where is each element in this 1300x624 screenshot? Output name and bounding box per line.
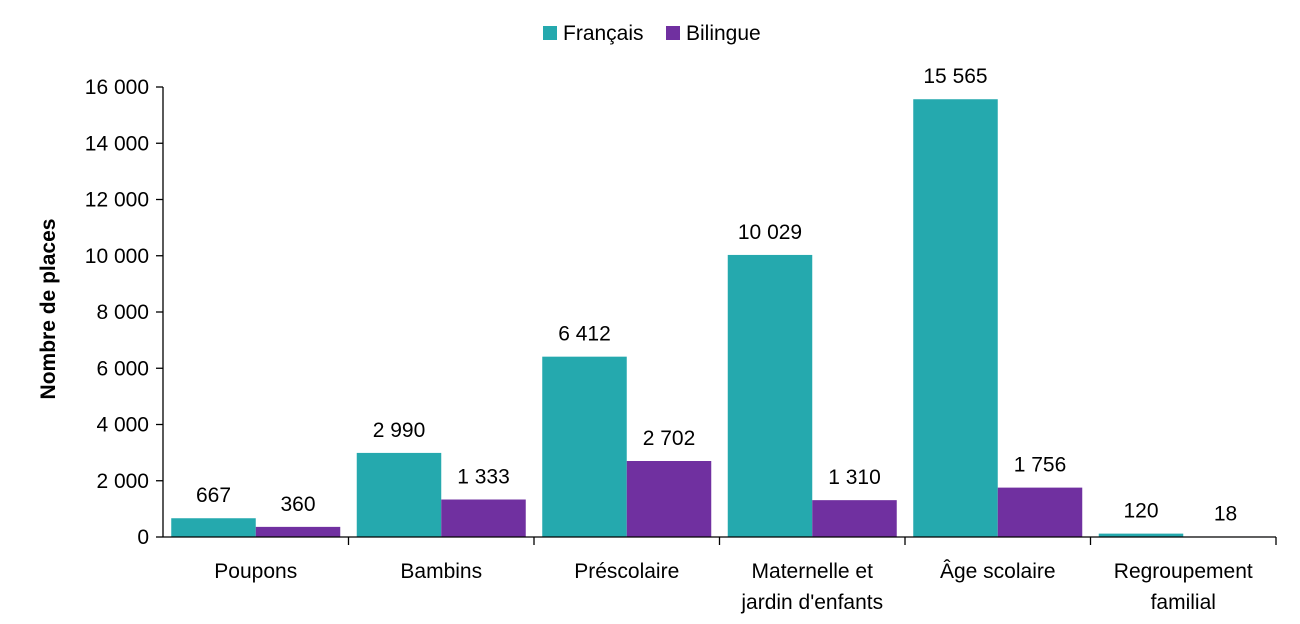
data-labels: 667 360 2 990 1 333 6 412 2 702 10 029 1 310 15 … xyxy=(196,65,1237,525)
bar-bilingue xyxy=(812,500,897,537)
y-tick-label: 12 000 xyxy=(85,189,149,212)
x-category-label: Bambins xyxy=(400,560,482,583)
x-category-label: jardin d'enfants xyxy=(740,591,883,614)
y-tick-label: 16 000 xyxy=(85,76,149,99)
bar-bilingue xyxy=(626,461,712,537)
y-tick-label: 6 000 xyxy=(96,357,149,380)
bar-francais xyxy=(1098,533,1184,537)
legend-label: Bilingue xyxy=(686,22,761,45)
x-category-label: Poupons xyxy=(214,560,297,583)
bar-francais xyxy=(913,99,998,537)
x-category-label: Regroupement xyxy=(1114,560,1253,583)
data-label: 2 702 xyxy=(643,427,696,450)
bar-bilingue xyxy=(255,526,341,537)
bar-francais xyxy=(356,452,442,537)
data-label: 1 756 xyxy=(1014,454,1067,477)
data-label: 2 990 xyxy=(373,419,426,442)
x-category-label: Maternelle et xyxy=(752,560,874,583)
legend: Français Bilingue xyxy=(543,22,761,45)
legend-swatch xyxy=(543,26,557,40)
legend-label: Français xyxy=(563,22,644,45)
data-label: 120 xyxy=(1123,500,1158,523)
legend-swatch xyxy=(666,26,680,40)
x-category-label: Âge scolaire xyxy=(940,560,1056,583)
x-axis: Poupons Bambins Préscolaire Maternelle et ja… xyxy=(163,536,1277,614)
y-tick-label: 4 000 xyxy=(96,414,149,437)
bar-bilingue xyxy=(997,487,1083,537)
data-label: 360 xyxy=(280,493,315,516)
y-tick-label: 10 000 xyxy=(85,245,149,268)
y-tick-label: 0 xyxy=(137,526,149,549)
data-label: 667 xyxy=(196,484,231,507)
y-tick-label: 2 000 xyxy=(96,470,149,493)
y-axis: 0 2 000 4 000 6 000 8 000 10 000 12 000 14 000 1… xyxy=(85,76,164,549)
bar-francais xyxy=(542,356,627,537)
data-label: 18 xyxy=(1214,502,1237,525)
bar-bilingue xyxy=(441,499,526,537)
x-category-label: Préscolaire xyxy=(574,560,679,583)
y-tick-label: 8 000 xyxy=(96,301,149,324)
data-label: 6 412 xyxy=(558,323,611,346)
data-label: 15 565 xyxy=(923,65,987,88)
bar-francais xyxy=(171,518,256,537)
x-category-label: familial xyxy=(1151,591,1216,614)
y-axis-title: Nombre de places xyxy=(37,219,60,400)
bars xyxy=(171,99,1268,537)
data-label: 1 310 xyxy=(828,466,881,489)
bar-francais xyxy=(727,254,813,537)
data-label: 1 333 xyxy=(457,466,510,489)
data-label: 10 029 xyxy=(738,221,802,244)
y-tick-label: 14 000 xyxy=(85,132,149,155)
